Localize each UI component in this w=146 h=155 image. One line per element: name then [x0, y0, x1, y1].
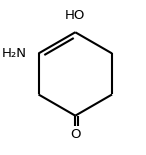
Text: HO: HO: [65, 9, 85, 22]
Text: O: O: [70, 128, 81, 141]
Text: H₂N: H₂N: [2, 47, 27, 60]
